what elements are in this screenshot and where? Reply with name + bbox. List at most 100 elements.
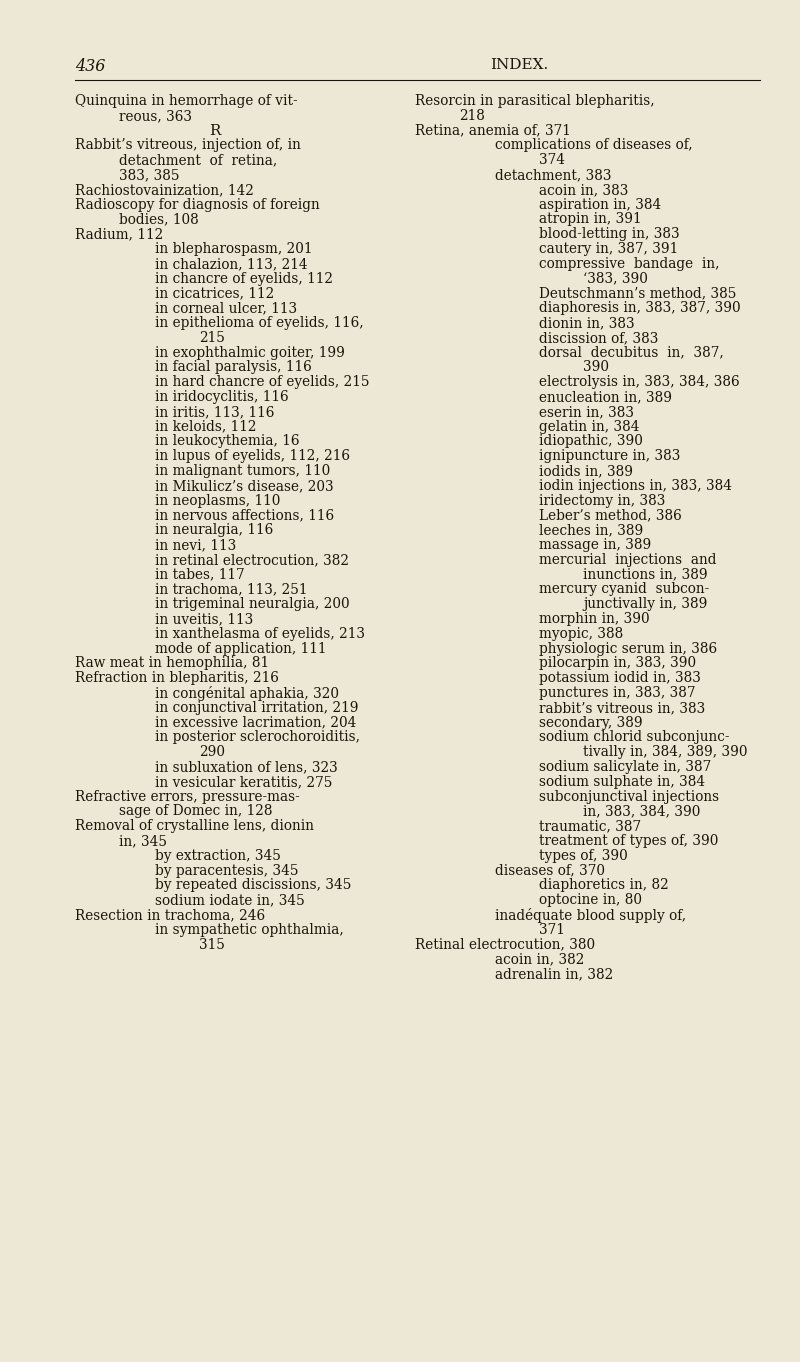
Text: in retinal electrocution, 382: in retinal electrocution, 382 [155, 553, 349, 567]
Text: iodin injections in, 383, 384: iodin injections in, 383, 384 [539, 479, 732, 493]
Text: inunctions in, 389: inunctions in, 389 [583, 568, 708, 582]
Text: 390: 390 [583, 361, 609, 375]
Text: in, 383, 384, 390: in, 383, 384, 390 [583, 805, 700, 819]
Text: gelatin in, 384: gelatin in, 384 [539, 419, 639, 433]
Text: detachment, 383: detachment, 383 [495, 168, 611, 183]
Text: in trachoma, 113, 251: in trachoma, 113, 251 [155, 583, 307, 597]
Text: diseases of, 370: diseases of, 370 [495, 864, 605, 877]
Text: sodium iodate in, 345: sodium iodate in, 345 [155, 893, 305, 907]
Text: in corneal ulcer, 113: in corneal ulcer, 113 [155, 301, 297, 315]
Text: in malignant tumors, 110: in malignant tumors, 110 [155, 464, 330, 478]
Text: 215: 215 [199, 331, 225, 345]
Text: in congénital aphakia, 320: in congénital aphakia, 320 [155, 686, 339, 701]
Text: sage of Domec in, 128: sage of Domec in, 128 [119, 805, 273, 819]
Text: leeches in, 389: leeches in, 389 [539, 523, 643, 537]
Text: acoin in, 383: acoin in, 383 [539, 183, 628, 196]
Text: sodium salicylate in, 387: sodium salicylate in, 387 [539, 760, 711, 774]
Text: in nevi, 113: in nevi, 113 [155, 538, 236, 552]
Text: in neoplasms, 110: in neoplasms, 110 [155, 493, 280, 508]
Text: in keloids, 112: in keloids, 112 [155, 419, 257, 433]
Text: sodium chlorid subconjunc-: sodium chlorid subconjunc- [539, 730, 730, 745]
Text: junctivally in, 389: junctivally in, 389 [583, 597, 707, 612]
Text: physiologic serum in, 386: physiologic serum in, 386 [539, 642, 717, 655]
Text: traumatic, 387: traumatic, 387 [539, 819, 641, 834]
Text: massage in, 389: massage in, 389 [539, 538, 651, 552]
Text: Retinal electrocution, 380: Retinal electrocution, 380 [415, 937, 595, 952]
Text: in cicatrices, 112: in cicatrices, 112 [155, 286, 274, 301]
Text: 374: 374 [539, 153, 565, 168]
Text: Leber’s method, 386: Leber’s method, 386 [539, 508, 682, 523]
Text: in nervous affections, 116: in nervous affections, 116 [155, 508, 334, 523]
Text: in exophthalmic goiter, 199: in exophthalmic goiter, 199 [155, 346, 345, 360]
Text: atropin in, 391: atropin in, 391 [539, 212, 642, 226]
Text: rabbit’s vitreous in, 383: rabbit’s vitreous in, 383 [539, 701, 706, 715]
Text: Rabbit’s vitreous, injection of, in: Rabbit’s vitreous, injection of, in [75, 139, 301, 153]
Text: types of, 390: types of, 390 [539, 849, 628, 862]
Text: by extraction, 345: by extraction, 345 [155, 849, 281, 862]
Text: detachment  of  retina,: detachment of retina, [119, 153, 278, 168]
Text: 218: 218 [459, 109, 485, 123]
Text: pilocarpin in, 383, 390: pilocarpin in, 383, 390 [539, 656, 696, 670]
Text: Quinquina in hemorrhage of vit-: Quinquina in hemorrhage of vit- [75, 94, 298, 108]
Text: Raw meat in hemophilia, 81: Raw meat in hemophilia, 81 [75, 656, 269, 670]
Text: in lupus of eyelids, 112, 216: in lupus of eyelids, 112, 216 [155, 449, 350, 463]
Text: blood-letting in, 383: blood-letting in, 383 [539, 227, 680, 241]
Text: Resorcin in parasitical blepharitis,: Resorcin in parasitical blepharitis, [415, 94, 654, 108]
Text: cautery in, 387, 391: cautery in, 387, 391 [539, 242, 678, 256]
Text: mercury cyanid  subcon-: mercury cyanid subcon- [539, 583, 710, 597]
Text: Radioscopy for diagnosis of foreign: Radioscopy for diagnosis of foreign [75, 197, 320, 211]
Text: in sympathetic ophthalmia,: in sympathetic ophthalmia, [155, 923, 344, 937]
Text: in conjunctival irritation, 219: in conjunctival irritation, 219 [155, 701, 358, 715]
Text: tivally in, 384, 389, 390: tivally in, 384, 389, 390 [583, 745, 747, 759]
Text: secondary, 389: secondary, 389 [539, 715, 642, 730]
Text: subconjunctival injections: subconjunctival injections [539, 790, 719, 804]
Text: in chancre of eyelids, 112: in chancre of eyelids, 112 [155, 271, 333, 286]
Text: electrolysis in, 383, 384, 386: electrolysis in, 383, 384, 386 [539, 375, 740, 390]
Text: morphin in, 390: morphin in, 390 [539, 612, 650, 627]
Text: in trigeminal neuralgia, 200: in trigeminal neuralgia, 200 [155, 597, 350, 612]
Text: dionin in, 383: dionin in, 383 [539, 316, 634, 330]
Text: in uveitis, 113: in uveitis, 113 [155, 612, 254, 627]
Text: in leukocythemia, 16: in leukocythemia, 16 [155, 434, 299, 448]
Text: in blepharospasm, 201: in blepharospasm, 201 [155, 242, 313, 256]
Text: iridectomy in, 383: iridectomy in, 383 [539, 493, 666, 508]
Text: in facial paralysis, 116: in facial paralysis, 116 [155, 361, 312, 375]
Text: ‘383, 390: ‘383, 390 [583, 271, 648, 286]
Text: in vesicular keratitis, 275: in vesicular keratitis, 275 [155, 775, 332, 789]
Text: potassium iodid in, 383: potassium iodid in, 383 [539, 671, 701, 685]
Text: ignipuncture in, 383: ignipuncture in, 383 [539, 449, 680, 463]
Text: optocine in, 80: optocine in, 80 [539, 893, 642, 907]
Text: mercurial  injections  and: mercurial injections and [539, 553, 717, 567]
Text: acoin in, 382: acoin in, 382 [495, 952, 584, 967]
Text: inadéquate blood supply of,: inadéquate blood supply of, [495, 908, 686, 923]
Text: adrenalin in, 382: adrenalin in, 382 [495, 967, 614, 981]
Text: Radium, 112: Radium, 112 [75, 227, 163, 241]
Text: in neuralgia, 116: in neuralgia, 116 [155, 523, 274, 537]
Text: Resection in trachoma, 246: Resection in trachoma, 246 [75, 908, 265, 922]
Text: idiopathic, 390: idiopathic, 390 [539, 434, 643, 448]
Text: sodium sulphate in, 384: sodium sulphate in, 384 [539, 775, 705, 789]
Text: in, 345: in, 345 [119, 834, 167, 849]
Text: aspiration in, 384: aspiration in, 384 [539, 197, 662, 211]
Text: in Mikulicz’s disease, 203: in Mikulicz’s disease, 203 [155, 479, 334, 493]
Text: in epithelioma of eyelids, 116,: in epithelioma of eyelids, 116, [155, 316, 364, 330]
Text: Refraction in blepharitis, 216: Refraction in blepharitis, 216 [75, 671, 279, 685]
Text: in tabes, 117: in tabes, 117 [155, 568, 245, 582]
Text: 383, 385: 383, 385 [119, 168, 179, 183]
Text: Deutschmann’s method, 385: Deutschmann’s method, 385 [539, 286, 736, 301]
Text: in iritis, 113, 116: in iritis, 113, 116 [155, 405, 274, 418]
Text: bodies, 108: bodies, 108 [119, 212, 198, 226]
Text: in subluxation of lens, 323: in subluxation of lens, 323 [155, 760, 338, 774]
Text: reous, 363: reous, 363 [119, 109, 192, 123]
Text: mode of application, 111: mode of application, 111 [155, 642, 326, 655]
Text: Rachiostovainization, 142: Rachiostovainization, 142 [75, 183, 254, 196]
Text: 290: 290 [199, 745, 225, 759]
Text: R: R [210, 124, 221, 138]
Text: myopic, 388: myopic, 388 [539, 627, 623, 640]
Text: in xanthelasma of eyelids, 213: in xanthelasma of eyelids, 213 [155, 627, 365, 640]
Text: diaphoresis in, 383, 387, 390: diaphoresis in, 383, 387, 390 [539, 301, 741, 315]
Text: Removal of crystalline lens, dionin: Removal of crystalline lens, dionin [75, 819, 314, 834]
Text: diaphoretics in, 82: diaphoretics in, 82 [539, 878, 669, 892]
Text: by repeated discissions, 345: by repeated discissions, 345 [155, 878, 351, 892]
Text: eserin in, 383: eserin in, 383 [539, 405, 634, 418]
